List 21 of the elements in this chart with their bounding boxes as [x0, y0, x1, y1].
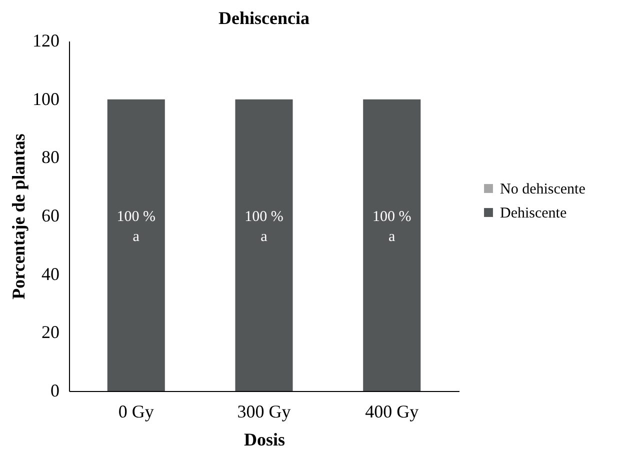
- y-tick-label: 0: [50, 380, 60, 400]
- x-tick-label: 400 Gy: [365, 402, 419, 422]
- annotation: a: [260, 229, 268, 245]
- legend-label: No dehiscente: [500, 182, 586, 198]
- x-tick-label: 0 Gy: [118, 402, 154, 422]
- data-label: 100 %: [244, 209, 284, 225]
- chart-title: Dehiscencia: [218, 8, 310, 28]
- y-tick-label: 40: [42, 264, 60, 284]
- y-tick-label: 60: [42, 206, 60, 226]
- y-tick-label: 80: [42, 147, 60, 168]
- annotation: a: [388, 229, 396, 245]
- y-axis-title: Porcentaje de plantas: [8, 134, 28, 300]
- data-label: 100 %: [116, 209, 156, 225]
- annotation: a: [132, 229, 140, 245]
- y-tick-label: 20: [42, 322, 60, 342]
- x-axis-title: Dosis: [244, 430, 286, 450]
- data-label: 100 %: [372, 209, 412, 225]
- y-tick-label: 120: [32, 30, 60, 50]
- y-tick-label: 100: [32, 88, 60, 109]
- x-tick-label: 300 Gy: [237, 402, 291, 422]
- legend-label: Dehiscente: [500, 206, 567, 222]
